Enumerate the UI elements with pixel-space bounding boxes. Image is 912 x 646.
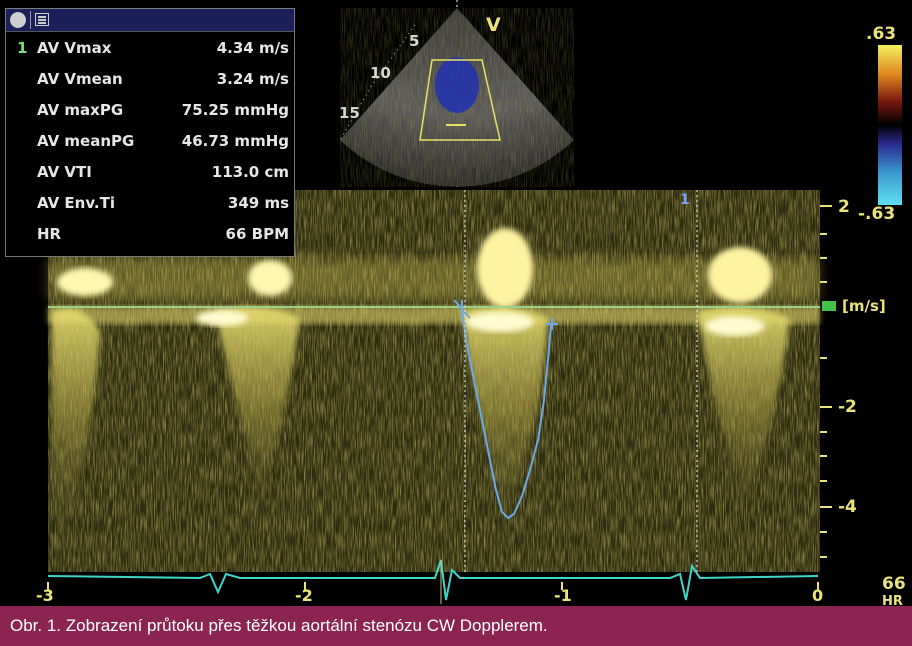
doppler-image (47, 0, 902, 604)
velocity-axis-ticks (820, 205, 832, 558)
time-tick-minus1: -1 (554, 586, 572, 605)
measurement-row: AV Env.Ti 349 ms (6, 194, 296, 220)
measurement-value: 4.34 m/s (216, 39, 289, 57)
measurement-row: 1 AV Vmax 4.34 m/s (6, 39, 296, 65)
measurement-label: AV VTI (37, 163, 92, 181)
time-axis-ticks (47, 582, 819, 590)
velocity-tick-minus4: -4 (838, 497, 857, 517)
record-button-icon[interactable] (10, 12, 26, 28)
measurement-row: AV VTI 113.0 cm (6, 163, 296, 189)
measurement-panel: 1 AV Vmax 4.34 m/s AV Vmean 3.24 m/s AV … (5, 8, 295, 257)
measurement-value: 66 BPM (225, 225, 289, 243)
blob (196, 310, 248, 326)
blob (708, 247, 772, 303)
measurement-label: AV Env.Ti (37, 194, 115, 212)
time-tick-minus3: -3 (36, 586, 54, 605)
color-scale-bottom: -.63 (858, 204, 896, 224)
measurement-index: 1 (17, 39, 28, 57)
depth-label-15: 15 (339, 104, 360, 122)
hr-unit: HR (882, 594, 903, 609)
measurement-label: AV Vmax (37, 39, 112, 57)
figure-caption: Obr. 1. Zobrazení průtoku přes těžkou ao… (10, 616, 548, 635)
velocity-tick-minus2: -2 (838, 397, 857, 417)
ecg-trace (47, 559, 819, 601)
measurement-row: AV meanPG 46.73 mmHg (6, 132, 296, 158)
velocity-cone-3 (462, 307, 548, 515)
measurement-row: AV Vmean 3.24 m/s (6, 70, 296, 96)
color-scale-bar (878, 45, 902, 205)
figure-caption-bar: Obr. 1. Zobrazení průtoku přes těžkou ao… (0, 606, 912, 646)
velocity-cone-1 (52, 308, 100, 520)
measurement-value: 3.24 m/s (216, 70, 289, 88)
panel-toolbar (6, 9, 294, 32)
toolbar-divider (30, 11, 31, 29)
measurement-value: 75.25 mmHg (181, 101, 289, 119)
velocity-cone-4 (698, 307, 790, 500)
velocity-unit: [m/s] (842, 297, 886, 315)
cursor-label: 1 (680, 192, 690, 208)
blob (248, 260, 292, 296)
hr-value: 66 (882, 574, 906, 594)
measurement-value: 46.73 mmHg (181, 132, 289, 150)
velocity-cone-2 (215, 307, 300, 500)
blob (57, 268, 113, 296)
measurement-label: AV maxPG (37, 101, 124, 119)
depth-label-10: 10 (370, 64, 391, 82)
measurement-row: HR 66 BPM (6, 225, 296, 251)
measurement-value: 349 ms (227, 194, 289, 212)
color-box (419, 59, 501, 141)
measurement-label: AV meanPG (37, 132, 135, 150)
sector-marker: V (486, 14, 501, 36)
velocity-envelope (461, 309, 552, 520)
time-tick-0: 0 (812, 586, 824, 605)
measurement-label: AV Vmean (37, 70, 123, 88)
report-icon[interactable] (35, 13, 49, 26)
depth-label-5: 5 (409, 32, 420, 50)
blob (466, 312, 534, 332)
envelope-start-marker (453, 299, 471, 319)
measurement-row: AV maxPG 75.25 mmHg (6, 101, 296, 127)
color-flow-region (435, 57, 479, 113)
blob (477, 228, 533, 308)
blob (705, 316, 765, 336)
clutter-band-upper (48, 258, 820, 300)
color-scale-top: .63 (866, 24, 897, 44)
measurement-value: 113.0 cm (211, 163, 289, 181)
baseline-marker (822, 301, 836, 311)
measurement-label: HR (37, 225, 62, 243)
time-tick-minus2: -2 (295, 586, 313, 605)
envelope-end-marker (546, 318, 558, 330)
velocity-tick-2: 2 (838, 197, 850, 217)
